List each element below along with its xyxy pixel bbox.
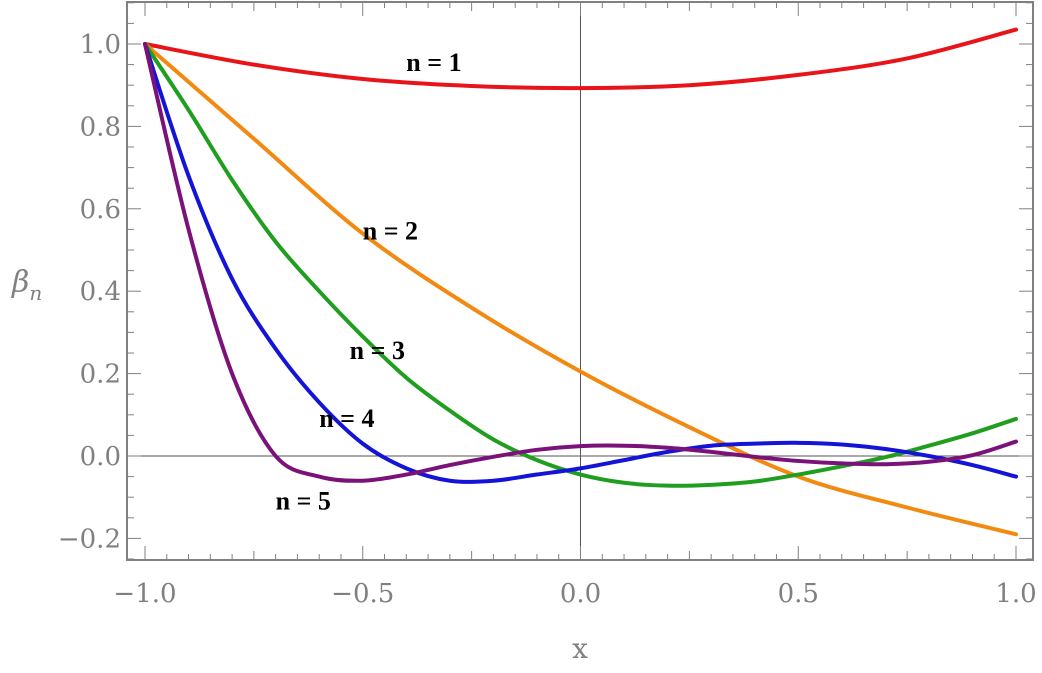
x-axis-title: x xyxy=(572,632,588,665)
series-line-n2 xyxy=(143,42,1018,537)
series-label-n2: n = 2 xyxy=(363,217,418,246)
y-tick-label: 0.0 xyxy=(80,442,121,472)
series-line-n3 xyxy=(143,42,1018,488)
x-tick-label: −0.5 xyxy=(331,579,394,609)
x-tick-label: 0.5 xyxy=(778,579,819,609)
series-line-n1 xyxy=(143,27,1018,91)
series-line-n5 xyxy=(143,42,1018,483)
y-tick-label: 1.0 xyxy=(80,30,121,60)
y-tick-label: 0.8 xyxy=(80,112,121,142)
x-tick-label: 0.0 xyxy=(560,579,601,609)
x-tick-label: 1.0 xyxy=(995,579,1036,609)
y-axis-title-main: β xyxy=(11,265,29,300)
y-tick-label: −0.2 xyxy=(58,524,121,554)
y-tick-label: 0.6 xyxy=(80,195,121,225)
series-label-n3: n = 3 xyxy=(350,336,405,365)
y-axis-title-subscript: n xyxy=(29,281,42,305)
x-tick-label: −1.0 xyxy=(113,579,176,609)
series-label-n1: n = 1 xyxy=(406,48,461,77)
series-line-n4 xyxy=(143,42,1018,484)
y-axis-title: βn xyxy=(11,265,42,305)
y-tick-label: 0.2 xyxy=(80,360,121,390)
y-tick-label: 0.4 xyxy=(80,277,121,307)
series-label-n5: n = 5 xyxy=(276,487,331,516)
series-label-n4: n = 4 xyxy=(319,404,374,433)
